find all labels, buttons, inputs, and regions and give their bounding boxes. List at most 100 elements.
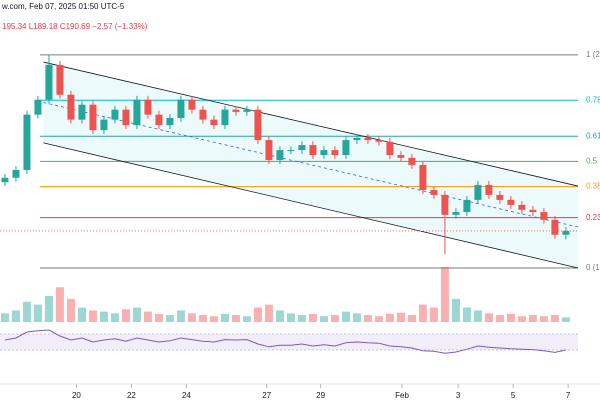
x-tick-label: 24 — [182, 391, 191, 400]
candle-body — [144, 99, 152, 115]
candle-body — [562, 230, 570, 235]
candle-body — [12, 170, 20, 178]
candle-body — [199, 109, 207, 120]
volume-bar — [253, 307, 262, 322]
x-tick-label: 29 — [316, 391, 325, 400]
volume-bar — [33, 304, 42, 322]
volume-bar — [319, 316, 328, 322]
volume-bar — [517, 316, 526, 322]
volume-bar — [385, 313, 394, 322]
channel-fill — [43, 62, 579, 268]
x-tick-label: Feb — [395, 391, 409, 400]
candle-body — [254, 109, 262, 141]
volume-bar — [297, 315, 306, 322]
fib-label: 0.5 ( — [586, 157, 600, 166]
volume-bar — [220, 313, 229, 322]
candle-body — [474, 184, 482, 200]
volume-bar — [143, 311, 152, 322]
volume-bar — [88, 310, 97, 322]
candle-body — [232, 109, 240, 112]
volume-bar — [407, 315, 416, 322]
volume-bar — [121, 309, 130, 322]
volume-bar — [264, 304, 273, 322]
volume-bar — [341, 311, 350, 322]
candle-body — [221, 109, 229, 126]
candle-body — [287, 150, 295, 152]
volume-bar — [22, 301, 31, 322]
fib-label: 0 (1 — [586, 263, 600, 272]
volume-bar — [451, 298, 460, 322]
volume-bar — [132, 307, 141, 322]
candle-body — [78, 104, 86, 120]
volume-bar — [110, 313, 119, 322]
candle-body — [309, 145, 317, 156]
channel-line — [43, 142, 579, 269]
candle-body — [452, 212, 460, 215]
volume-bar — [418, 304, 427, 322]
candle-body — [342, 140, 350, 156]
channel-mid — [43, 102, 579, 228]
chart-title: w.com, Feb 07, 2025 01:50 UTC-5 — [1, 2, 125, 11]
candle-body — [23, 114, 31, 170]
volume-bar — [539, 316, 548, 322]
candle-body — [529, 209, 537, 213]
candle-body — [177, 99, 185, 118]
volume-bar — [176, 310, 185, 322]
candle-body — [155, 114, 163, 126]
volume-bar — [396, 312, 405, 322]
candle-body — [485, 184, 493, 195]
candle-body — [397, 155, 405, 158]
volume-bar — [286, 313, 295, 322]
rsi-line — [4, 329, 567, 354]
ohlc-readout: 195.34 L189.18 C190.69 −2.57 (−1.33%) — [2, 22, 148, 31]
candle-body — [419, 165, 427, 190]
candle-body — [210, 119, 218, 126]
volume-bar — [550, 315, 559, 322]
volume-bar — [209, 316, 218, 322]
volume-bar — [187, 313, 196, 322]
volume-bar — [44, 295, 53, 322]
candle-body — [331, 150, 339, 156]
volume-bar — [275, 310, 284, 322]
volume-bar — [11, 310, 20, 322]
candle-body — [188, 99, 196, 110]
candle-body — [463, 199, 471, 213]
volume-bar — [154, 313, 163, 322]
volume-bar — [440, 267, 449, 322]
fib-label: 0.38 — [586, 182, 600, 191]
volume-bar — [429, 307, 438, 322]
candle-body — [298, 145, 306, 151]
candle-body — [45, 64, 53, 100]
candle-body — [243, 109, 251, 112]
volume-bar — [77, 307, 86, 322]
candle-body — [56, 64, 64, 95]
volume-bar — [374, 316, 383, 322]
x-tick-label: 27 — [262, 391, 271, 400]
candle-body — [496, 194, 504, 200]
candle-body — [111, 109, 119, 120]
candle-body — [540, 212, 548, 220]
candle-body — [408, 157, 416, 166]
volume-bar — [242, 316, 251, 322]
x-tick-label: 3 — [456, 391, 461, 400]
x-tick-label: 20 — [72, 391, 81, 400]
candle-body — [375, 140, 383, 142]
x-tick-label: 22 — [127, 391, 136, 400]
volume-bar — [561, 317, 570, 322]
volume-bar — [198, 315, 207, 322]
candle-body — [1, 177, 9, 183]
fib-label: 0.61 — [586, 131, 600, 140]
volume-bar — [99, 311, 108, 322]
volume-bar — [330, 315, 339, 322]
fib-label: 1 (2 — [586, 50, 600, 59]
candle-body — [276, 150, 284, 161]
fib-label: 0.78 — [586, 95, 600, 104]
volume-bar — [363, 315, 372, 322]
volume-bar — [506, 313, 515, 322]
volume-bar — [231, 315, 240, 322]
volume-bar — [352, 313, 361, 322]
volume-bar — [528, 315, 537, 322]
rsi-band — [0, 334, 578, 350]
candle-body — [441, 194, 449, 215]
